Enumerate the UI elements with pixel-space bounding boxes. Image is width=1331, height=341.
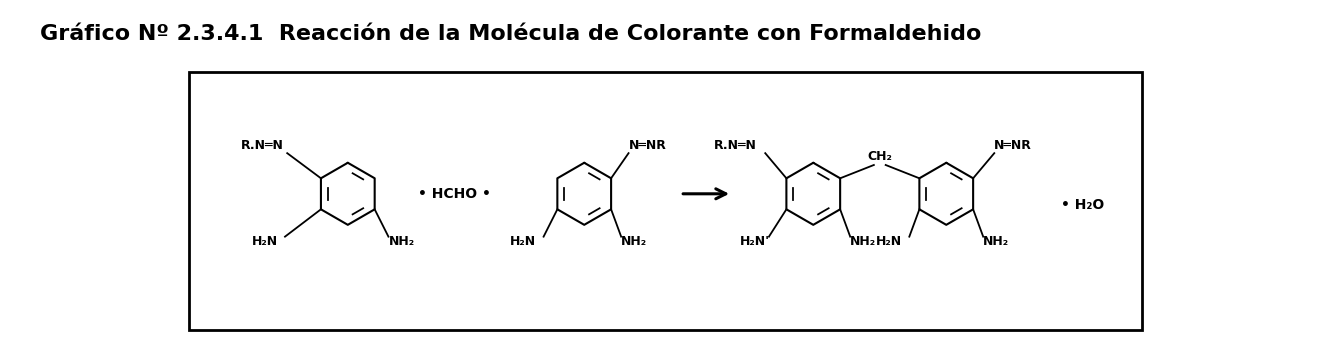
Text: H₂N: H₂N xyxy=(876,235,902,248)
Text: N═NR: N═NR xyxy=(994,139,1032,152)
Text: • HCHO •: • HCHO • xyxy=(418,187,491,201)
Text: H₂N: H₂N xyxy=(252,235,278,248)
Text: NH₂: NH₂ xyxy=(851,235,876,248)
Text: Gráfico Nº 2.3.4.1  Reacción de la Molécula de Colorante con Formaldehido: Gráfico Nº 2.3.4.1 Reacción de la Molécu… xyxy=(40,24,981,44)
FancyBboxPatch shape xyxy=(189,72,1142,330)
Text: H₂N: H₂N xyxy=(510,235,536,248)
Text: NH₂: NH₂ xyxy=(389,235,414,248)
Text: • H₂O: • H₂O xyxy=(1061,198,1105,212)
Text: NH₂: NH₂ xyxy=(984,235,1009,248)
Text: R.N═N: R.N═N xyxy=(713,139,756,152)
Text: CH₂: CH₂ xyxy=(868,150,892,163)
Text: NH₂: NH₂ xyxy=(622,235,647,248)
Text: N═NR: N═NR xyxy=(628,139,667,152)
Text: R.N═N: R.N═N xyxy=(241,139,284,152)
Text: H₂N': H₂N' xyxy=(740,235,769,248)
